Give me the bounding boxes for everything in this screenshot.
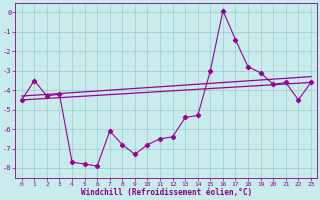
X-axis label: Windchill (Refroidissement éolien,°C): Windchill (Refroidissement éolien,°C) — [81, 188, 252, 197]
